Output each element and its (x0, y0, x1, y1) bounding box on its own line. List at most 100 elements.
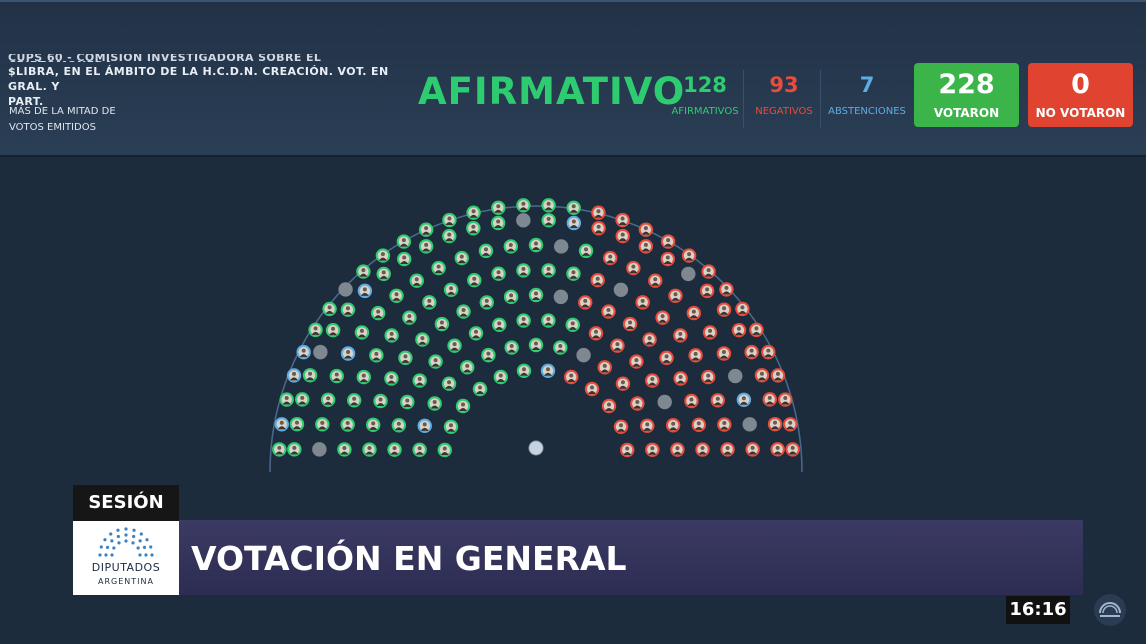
seat (613, 419, 629, 434)
seat (620, 442, 635, 458)
affirmative-count: 128 (683, 73, 727, 97)
seat (516, 198, 531, 213)
seat (396, 234, 412, 249)
seat (754, 368, 770, 383)
voted-count: 228 (938, 69, 995, 100)
negative-counter: 93 NEGATIVOS (752, 72, 816, 120)
seat (467, 272, 482, 288)
seat (396, 251, 412, 267)
seat (626, 260, 641, 276)
seat (466, 205, 481, 220)
affirmative-counter: 128 AFIRMATIVOS (670, 72, 740, 120)
seat (308, 322, 323, 338)
seat (615, 376, 631, 391)
seat (503, 289, 519, 305)
seat (695, 442, 710, 457)
seat (665, 418, 681, 433)
seat (684, 393, 699, 409)
seat (584, 381, 600, 397)
seat (541, 198, 556, 213)
congress-arc-icon (98, 527, 154, 557)
seat (478, 243, 494, 259)
seat (516, 213, 531, 228)
seat (615, 212, 630, 228)
seat (716, 302, 732, 317)
logo-name: DIPUTADOS (91, 561, 161, 574)
seat (622, 316, 638, 332)
voted-label: VOTARON (933, 106, 1000, 120)
seat (635, 295, 650, 310)
seat (362, 442, 377, 457)
seat (365, 417, 381, 433)
seat (516, 313, 531, 328)
seat (702, 325, 718, 340)
seat (340, 417, 355, 432)
abstention-label: ABSTENCIONES (828, 106, 906, 117)
seat (312, 442, 327, 457)
seat (783, 417, 798, 432)
seat (337, 442, 352, 457)
president-seat (528, 440, 544, 456)
seat (659, 350, 674, 366)
seat (373, 393, 388, 409)
seat (640, 418, 655, 434)
seat (770, 442, 785, 457)
seat (645, 442, 660, 457)
seat (356, 369, 372, 385)
seat (340, 346, 356, 361)
seat (590, 272, 605, 288)
seat (767, 416, 783, 432)
seat (591, 205, 606, 220)
seat (578, 295, 593, 310)
seat (322, 301, 337, 317)
seat (691, 417, 707, 433)
seat (320, 392, 336, 407)
seat (442, 228, 457, 244)
seat (541, 263, 556, 278)
seat (456, 304, 471, 319)
seat (417, 418, 432, 434)
seat (384, 371, 399, 386)
seat (576, 347, 591, 363)
seat (660, 251, 676, 267)
seat (272, 442, 287, 457)
seat (642, 332, 657, 347)
seat (441, 376, 457, 391)
seat (387, 442, 402, 457)
seat (370, 305, 386, 321)
seat (673, 371, 688, 386)
seat (597, 360, 612, 375)
seat (553, 289, 569, 305)
seat (431, 260, 446, 276)
seat (491, 200, 506, 215)
abstention-counter: 7 ABSTENCIONES (828, 72, 906, 120)
majority-line-1: Más de la mitad de (9, 106, 116, 117)
seat (785, 442, 800, 457)
seat (564, 369, 579, 385)
seat (591, 221, 606, 236)
seat (516, 363, 532, 378)
logo-country: ARGENTINA (98, 577, 154, 586)
seat (701, 264, 716, 279)
affirmative-label: AFIRMATIVOS (671, 106, 739, 117)
seat (369, 348, 384, 363)
seat (688, 348, 703, 363)
seat (613, 282, 629, 298)
seat (422, 295, 437, 310)
negative-label: NEGATIVOS (755, 106, 813, 117)
seat (670, 442, 685, 457)
lower-third-title: VOTACIÓN EN GENERAL (179, 520, 1083, 595)
seat (657, 394, 672, 410)
seat (638, 222, 654, 237)
seat (761, 344, 776, 360)
seat (376, 266, 391, 282)
seat (565, 317, 580, 333)
seat (686, 305, 702, 321)
seat (313, 344, 328, 360)
seat (566, 215, 582, 231)
seat (745, 442, 760, 457)
seat (629, 354, 644, 369)
seat (719, 282, 734, 297)
seat (655, 310, 670, 325)
seat (717, 417, 732, 432)
